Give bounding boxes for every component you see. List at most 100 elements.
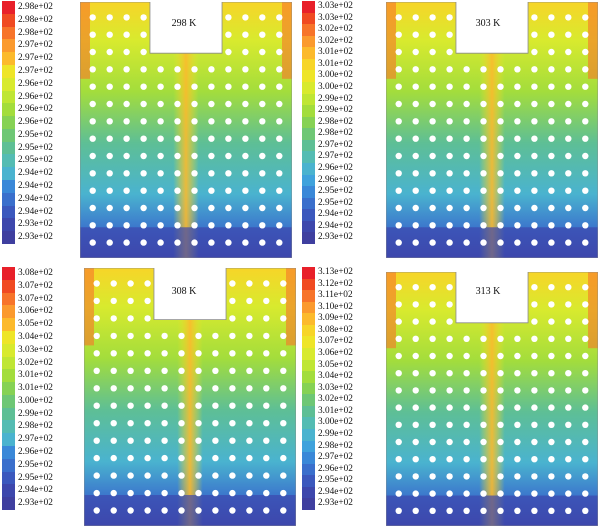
- cell-hole: [395, 170, 402, 177]
- cell-hole: [548, 438, 555, 446]
- cell-hole: [531, 387, 538, 394]
- cell-hole: [463, 404, 470, 411]
- cell-hole: [582, 318, 589, 325]
- cell-hole: [93, 367, 100, 374]
- cell-hole: [548, 135, 555, 142]
- cell-hole: [280, 350, 287, 357]
- cell-hole: [548, 490, 555, 497]
- cell-hole: [582, 48, 589, 56]
- cell-hole: [446, 507, 453, 514]
- cell-hole: [225, 66, 232, 73]
- cell-hole: [246, 315, 253, 322]
- colorbar-entry: 2.96e+02: [2, 77, 53, 91]
- cell-hole: [514, 404, 521, 411]
- cell-hole: [144, 367, 151, 374]
- colorbar-entry: 2.93e+02: [302, 232, 353, 244]
- cell-hole: [123, 239, 130, 246]
- cell-hole: [480, 239, 487, 246]
- cell-hole: [174, 83, 181, 90]
- cell-hole: [412, 318, 419, 325]
- colorbar-entry: 2.99e+02: [2, 407, 53, 421]
- colorbar-label: 3.01e+02: [18, 383, 53, 394]
- cell-hole: [480, 387, 487, 394]
- colorbar-swatch: [302, 359, 315, 372]
- cell-hole: [395, 152, 402, 160]
- colorbar-entry: 3.12e+02: [302, 278, 353, 291]
- colorbar-label: 2.94e+02: [18, 181, 53, 192]
- cell-hole: [446, 100, 453, 108]
- temperature-field: [80, 2, 292, 258]
- colorbar-entry: 3.06e+02: [302, 348, 353, 360]
- colorbar-label: 3.02e+02: [18, 357, 53, 368]
- cell-hole: [89, 83, 96, 90]
- cell-hole: [446, 404, 453, 411]
- cell-hole: [157, 204, 164, 212]
- cell-hole: [480, 438, 487, 446]
- cell-hole: [480, 456, 487, 463]
- right-hot-edge: [286, 268, 296, 346]
- colorbar-label: 2.95e+02: [18, 472, 53, 483]
- cell-hole: [531, 370, 538, 377]
- cell-hole: [463, 170, 470, 177]
- cell-hole: [280, 402, 287, 409]
- cell-hole: [582, 301, 589, 308]
- cell-hole: [276, 31, 283, 38]
- cell-hole: [412, 187, 419, 194]
- colorbar-label: 2.94e+02: [18, 206, 53, 217]
- colorbar-label: 2.98e+02: [318, 128, 353, 139]
- colorbar-swatch: [2, 167, 15, 181]
- cell-hole: [565, 473, 572, 480]
- cell-hole: [531, 473, 538, 480]
- cell-hole: [565, 100, 572, 108]
- cell-hole: [246, 280, 253, 287]
- colorbar-label: 2.95e+02: [18, 129, 53, 140]
- colorbar-swatch: [2, 192, 15, 206]
- cell-hole: [446, 421, 453, 428]
- cell-hole: [123, 14, 130, 21]
- cell-hole: [548, 100, 555, 108]
- cell-hole: [110, 420, 117, 427]
- cell-hole: [276, 66, 283, 73]
- cell-hole: [412, 14, 419, 21]
- cell-hole: [195, 454, 202, 462]
- cell-hole: [191, 66, 198, 73]
- colorbar-swatch: [302, 371, 315, 383]
- colorbar-entry: 2.95e+02: [302, 475, 353, 487]
- cell-hole: [531, 170, 538, 177]
- colorbar-swatch: [2, 382, 15, 395]
- cell-hole: [280, 437, 287, 444]
- cell-hole: [395, 14, 402, 21]
- cell-hole: [212, 437, 219, 444]
- cell-hole: [191, 135, 198, 142]
- cell-hole: [514, 118, 521, 125]
- cell-hole: [497, 152, 504, 160]
- cell-hole: [106, 135, 113, 142]
- cell-hole: [157, 187, 164, 194]
- cell-hole: [174, 118, 181, 125]
- colorbar-label: 2.97e+02: [18, 53, 53, 64]
- cell-hole: [514, 187, 521, 194]
- colorbar-swatch: [302, 486, 315, 499]
- cell-hole: [140, 31, 147, 38]
- cell-hole: [225, 152, 232, 160]
- cell-hole: [412, 135, 419, 142]
- cell-hole: [548, 352, 555, 360]
- cell-hole: [582, 438, 589, 446]
- cell-hole: [229, 402, 236, 409]
- cell-hole: [140, 118, 147, 125]
- cell-hole: [480, 83, 487, 90]
- cell-hole: [531, 404, 538, 411]
- cell-hole: [106, 204, 113, 212]
- colorbar-swatch: [302, 1, 315, 13]
- colorbar-entry: 2.94e+02: [2, 484, 53, 498]
- cell-hole: [531, 100, 538, 108]
- cell-hole: [263, 297, 270, 305]
- cell-hole: [463, 152, 470, 160]
- colorbar-swatch: [2, 484, 15, 498]
- colorbar-label: 3.07e+02: [318, 336, 353, 347]
- cell-hole: [89, 152, 96, 160]
- cell-hole: [514, 490, 521, 497]
- cell-hole: [429, 204, 436, 212]
- cell-hole: [497, 473, 504, 480]
- cell-hole: [246, 385, 253, 392]
